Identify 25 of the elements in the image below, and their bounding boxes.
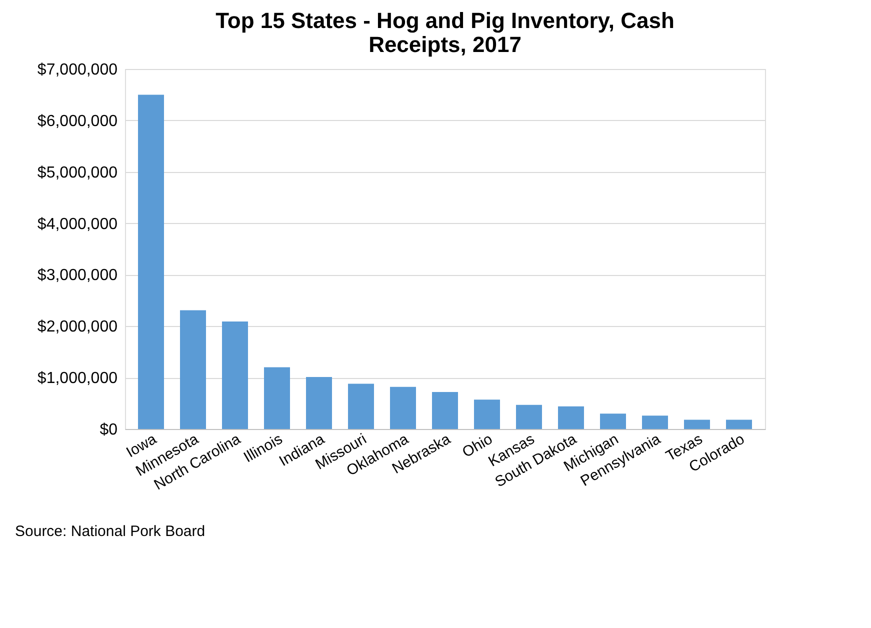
bar (138, 94, 164, 429)
y-tick-label: $5,000,000 (37, 164, 118, 182)
source-note: Source: National Pork Board (15, 523, 206, 540)
bar (264, 367, 290, 429)
bar (180, 310, 206, 429)
bar (642, 416, 668, 429)
y-tick-label: $6,000,000 (37, 112, 118, 130)
bar (306, 377, 332, 429)
bar (684, 420, 710, 429)
bar (348, 384, 374, 429)
bar (432, 392, 458, 429)
y-tick-label: $3,000,000 (37, 267, 118, 284)
y-tick-label: $2,000,000 (37, 318, 118, 336)
bar (474, 400, 500, 429)
bar (726, 420, 752, 429)
y-tick-label: $7,000,000 (37, 62, 118, 78)
bar (516, 404, 542, 429)
bar (558, 406, 584, 429)
chart-title: Top 15 States - Hog and Pig Inventory, Cash Receipts, 2017 (216, 8, 674, 57)
bar (600, 414, 626, 429)
bar (222, 322, 248, 429)
bar (390, 386, 416, 429)
y-tick-label: $0 (100, 422, 118, 438)
y-tick-label: $4,000,000 (37, 216, 118, 233)
y-tick-label: $1,000,000 (37, 370, 118, 388)
